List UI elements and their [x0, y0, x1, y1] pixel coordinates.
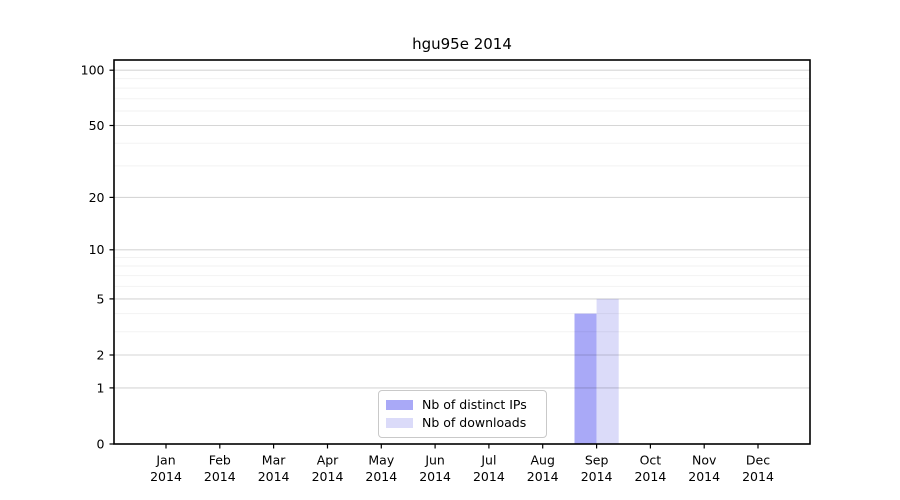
legend-item-downloads: Nb of downloads	[386, 416, 546, 430]
x-tick-label-year: 2014	[581, 469, 613, 484]
x-tick-label-year: 2014	[419, 469, 451, 484]
x-tick-label-month: Jan	[155, 453, 175, 468]
x-tick-label-year: 2014	[527, 469, 559, 484]
x-tick-label-month: Oct	[640, 453, 662, 468]
x-tick-label-year: 2014	[688, 469, 720, 484]
x-tick-label-year: 2014	[742, 469, 774, 484]
x-tick-label-month: Mar	[262, 453, 286, 468]
y-tick-label: 100	[81, 63, 105, 78]
legend-swatch-downloads-icon	[386, 418, 413, 428]
legend-swatch-distinct-ips-icon	[386, 400, 413, 410]
x-tick-label-month: Nov	[692, 453, 717, 468]
y-tick-label: 50	[89, 118, 105, 133]
legend-item-distinct-ips: Nb of distinct IPs	[386, 398, 546, 412]
x-tick-label-month: Jun	[424, 453, 445, 468]
y-tick-label: 2	[97, 347, 105, 362]
x-tick-label-month: Feb	[209, 453, 231, 468]
bar-nb-of-downloads-sep	[596, 298, 619, 444]
y-tick-label: 1	[97, 380, 105, 395]
axes-spines	[113, 59, 811, 445]
x-tick-label-month: Apr	[317, 453, 339, 468]
x-tick-label-year: 2014	[204, 469, 236, 484]
y-tick-label: 10	[89, 242, 105, 257]
x-tick-label-month: Dec	[746, 453, 770, 468]
bar-nb-of-distinct-ips-sep	[574, 313, 597, 444]
chart-title: hgu95e 2014	[412, 35, 512, 53]
x-tick-label-month: Jul	[480, 453, 496, 468]
legend: Nb of distinct IPs Nb of downloads	[378, 390, 547, 438]
legend-label-downloads: Nb of downloads	[422, 415, 527, 430]
x-tick-label-month: May	[368, 453, 394, 468]
x-tick-label-year: 2014	[473, 469, 505, 484]
x-tick-label-year: 2014	[312, 469, 344, 484]
y-tick-label: 5	[97, 291, 105, 306]
y-tick-label: 20	[89, 190, 105, 205]
x-tick-label-year: 2014	[258, 469, 290, 484]
y-tick-label: 0	[97, 436, 105, 451]
x-tick-label-year: 2014	[365, 469, 397, 484]
x-tick-label-month: Aug	[530, 453, 554, 468]
x-tick-label-year: 2014	[150, 469, 182, 484]
legend-label-distinct-ips: Nb of distinct IPs	[422, 397, 527, 412]
x-tick-label-year: 2014	[634, 469, 666, 484]
x-tick-label-month: Sep	[585, 453, 609, 468]
